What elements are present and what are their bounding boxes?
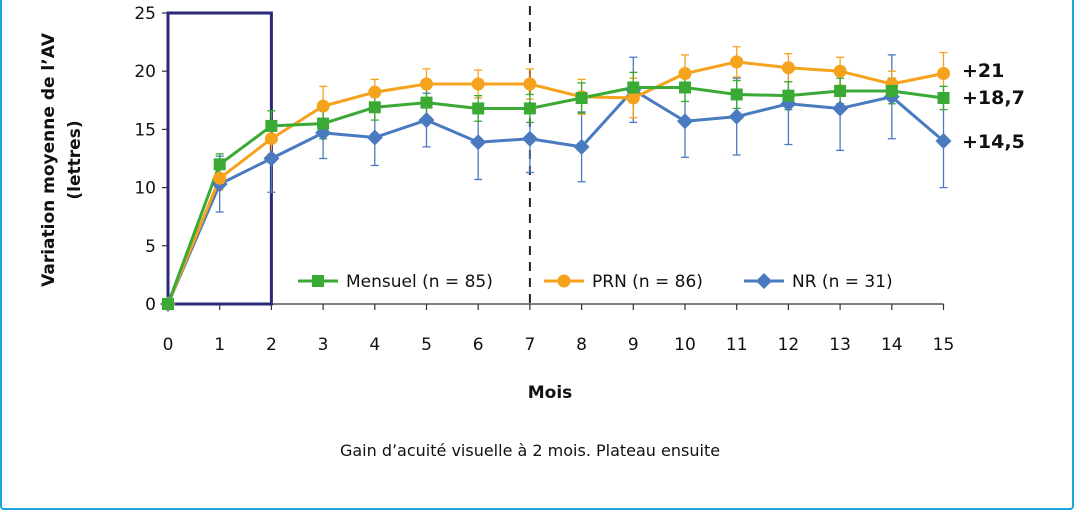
chart-caption: Gain d’acuité visuelle à 2 mois. Plateau…: [340, 441, 720, 460]
end-label-circle: +21: [962, 60, 1004, 82]
marker-square-7: [523, 102, 536, 115]
marker-square-3: [317, 117, 330, 130]
marker-diamond-11: [728, 108, 745, 125]
legend-label-square: Mensuel (n = 85): [346, 272, 493, 292]
marker-square-15: [937, 91, 950, 104]
legend: Mensuel (n = 85) PRN (n = 86) NR (n = 31): [298, 272, 893, 292]
x-tick-label-5: 5: [421, 335, 432, 355]
marker-diamond-10: [677, 113, 693, 130]
marker-circle-2: [264, 132, 278, 146]
x-tick-label-10: 10: [674, 335, 696, 355]
marker-circle-3: [316, 99, 330, 113]
x-tick-label-1: 1: [214, 335, 225, 355]
legend-label-diamond: NR (n = 31): [792, 272, 893, 292]
legend-marker-circle: [557, 274, 571, 288]
marker-circle-4: [368, 85, 382, 99]
x-tick-label-8: 8: [576, 335, 587, 355]
series-line-diamond: [166, 88, 945, 305]
x-tick-label-11: 11: [726, 335, 748, 355]
marker-circle-15: [937, 67, 950, 81]
marker-diamond-13: [832, 100, 849, 117]
marker-square-13: [834, 84, 847, 97]
marker-square-11: [730, 88, 743, 101]
marker-diamond-5: [418, 112, 435, 129]
x-tick-label-6: 6: [473, 335, 484, 355]
marker-circle-10: [678, 67, 692, 81]
x-tick-label-9: 9: [628, 335, 639, 355]
marker-square-8: [575, 91, 588, 104]
y-tick-label-4: 20: [134, 62, 156, 82]
x-tick-label-12: 12: [778, 335, 800, 355]
end-label-square: +18,7: [962, 87, 1025, 109]
end-label-diamond: +14,5: [962, 131, 1025, 153]
end-labels-layer: +18,7 +21 +14,5: [962, 60, 1025, 153]
x-tick-label-0: 0: [163, 335, 174, 355]
marker-square-12: [782, 89, 795, 102]
y-tick-label-2: 10: [134, 179, 156, 199]
marker-square-14: [885, 84, 898, 97]
x-tick-label-2: 2: [266, 335, 277, 355]
x-tick-label-4: 4: [369, 335, 380, 355]
markers-layer: [160, 55, 952, 312]
marker-square-1: [213, 158, 226, 171]
y-axis-title-line2: (lettres): [65, 120, 85, 199]
series-line-circle: [166, 60, 944, 305]
legend-label-circle: PRN (n = 86): [592, 272, 703, 292]
marker-square-5: [420, 96, 433, 109]
y-tick-label-1: 5: [145, 237, 156, 257]
marker-diamond-6: [470, 134, 487, 151]
marker-circle-12: [781, 61, 795, 75]
x-tick-label-3: 3: [318, 335, 329, 355]
marker-square-2: [265, 119, 278, 132]
marker-circle-5: [420, 77, 433, 91]
marker-square-4: [368, 101, 381, 114]
series-lines-layer: [166, 60, 945, 305]
x-tick-label-7: 7: [524, 335, 535, 355]
marker-diamond-7: [521, 130, 538, 147]
y-tick-label-5: 25: [134, 4, 156, 24]
marker-circle-11: [730, 55, 744, 69]
marker-diamond-2: [263, 150, 280, 167]
marker-diamond-4: [366, 129, 383, 146]
series-line-square: [166, 85, 944, 305]
marker-square-6: [472, 102, 485, 115]
y-tick-label-0: 0: [145, 295, 156, 315]
x-tick-label-15: 15: [933, 335, 955, 355]
x-tick-label-14: 14: [881, 335, 903, 355]
legend-marker-diamond: [756, 273, 772, 289]
marker-square-0: [162, 298, 174, 310]
x-tick-label-13: 13: [829, 335, 851, 355]
y-tick-label-3: 15: [134, 120, 156, 140]
marker-circle-1: [213, 171, 227, 185]
marker-circle-6: [471, 77, 485, 91]
x-axis-title: Mois: [528, 383, 573, 403]
y-axis-title-line1: Variation moyenne de l’AV: [39, 32, 59, 287]
marker-diamond-8: [573, 138, 590, 155]
legend-marker-square: [312, 275, 324, 287]
marker-square-10: [679, 81, 691, 94]
marker-circle-7: [523, 77, 537, 91]
marker-circle-13: [833, 64, 847, 78]
marker-circle-9: [626, 91, 640, 105]
marker-diamond-15: [935, 133, 952, 150]
marker-square-9: [627, 81, 640, 94]
